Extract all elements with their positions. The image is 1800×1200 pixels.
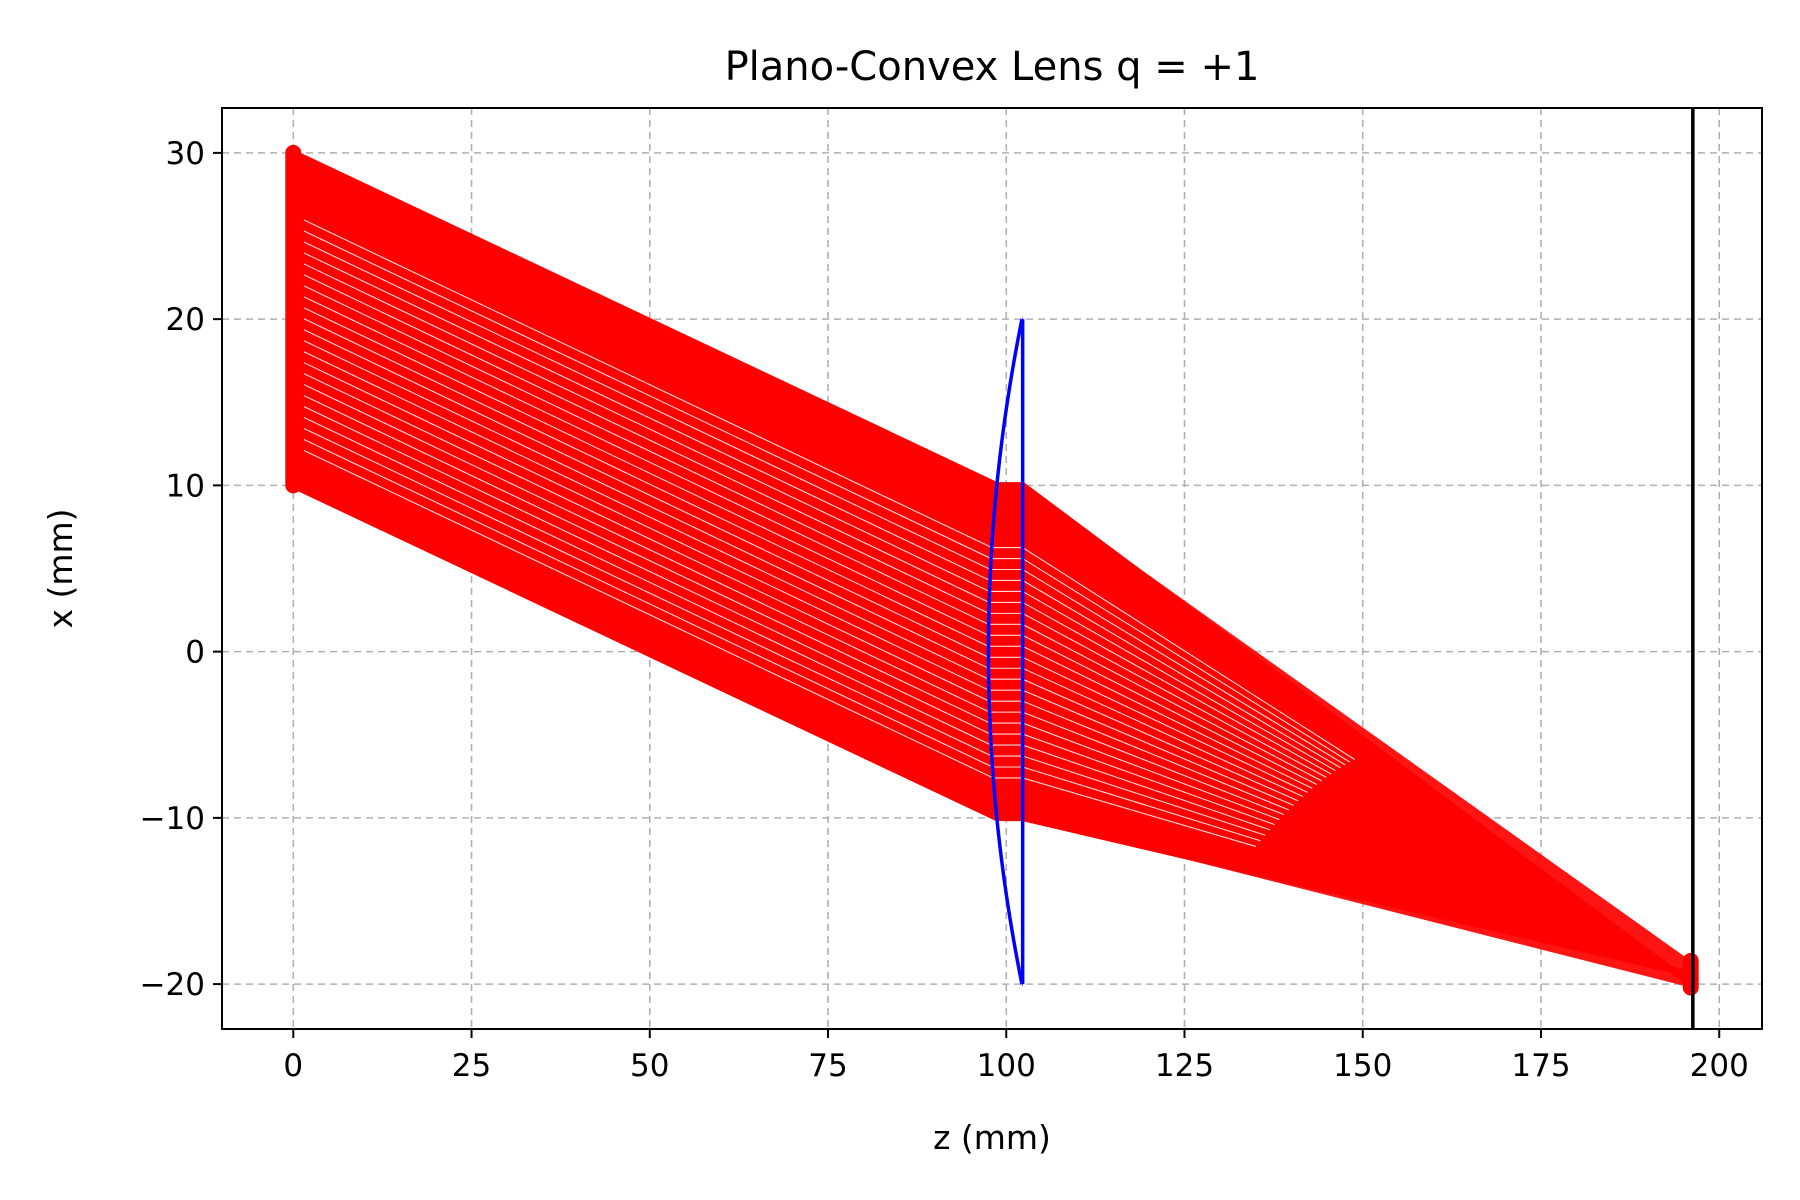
y-tick-label-30: 30	[166, 136, 205, 172]
x-tick-label-175: 175	[1511, 1048, 1570, 1084]
ray-gap-16	[303, 274, 1332, 775]
x-tick-label-125: 125	[1155, 1048, 1214, 1084]
y-axis-ticks: −20 −10 0 10 20 30	[140, 136, 222, 1003]
x-axis-ticks: 0 25 50 75 100 125 150 175 200	[283, 1029, 1749, 1084]
chart-title: Plano-Convex Lens q = +1	[725, 44, 1260, 90]
y-tick-label-10: 10	[166, 468, 205, 504]
ray-gap-5	[303, 395, 1280, 821]
lens	[986, 317, 1025, 986]
x-tick-label-200: 200	[1690, 1048, 1749, 1084]
ray-gap-11	[303, 329, 1308, 793]
y-tick-label--10: −10	[140, 801, 205, 837]
ray-gap-20	[303, 230, 1351, 763]
x-tick-label-50: 50	[630, 1048, 669, 1084]
x-axis-label: z (mm)	[933, 1118, 1051, 1157]
x-tick-label-150: 150	[1333, 1048, 1392, 1084]
x-tick-label-25: 25	[452, 1048, 491, 1084]
ray-gap-14	[303, 296, 1322, 782]
ray-gap-4	[303, 406, 1275, 826]
y-tick-label-0: 0	[185, 635, 205, 671]
y-tick-label-20: 20	[166, 302, 205, 338]
ray-gap-6	[303, 384, 1285, 816]
plot-frame	[221, 107, 1763, 1030]
ray-gap-15	[303, 285, 1327, 778]
ray-gap-12	[303, 318, 1313, 789]
y-axis-label: x (mm)	[41, 508, 80, 628]
ray-gap-0	[303, 449, 1256, 847]
ray-gap-18	[303, 252, 1341, 769]
ray-gap-2	[303, 428, 1266, 836]
ray-gap-1	[303, 438, 1261, 842]
ray-gap-13	[303, 307, 1318, 786]
ray-gap-21	[303, 219, 1355, 760]
x-tick-label-75: 75	[808, 1048, 847, 1084]
ray-gap-9	[303, 351, 1299, 802]
ray-gap-17	[303, 263, 1337, 772]
ray-gap-10	[303, 340, 1304, 798]
lens-curved-surface	[986, 318, 1024, 985]
y-tick-label--20: −20	[140, 967, 205, 1003]
ray-gap-8	[303, 362, 1294, 806]
ray-gap-3	[303, 417, 1271, 831]
x-tick-label-100: 100	[977, 1048, 1036, 1084]
ray-gap-19	[303, 241, 1346, 766]
x-tick-label-0: 0	[283, 1048, 303, 1084]
ray-gap-7	[303, 373, 1289, 811]
